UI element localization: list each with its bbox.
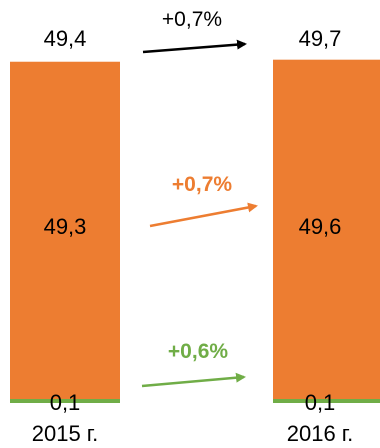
bar-2016-series-1 [273, 399, 380, 403]
change-label-series-2: +0,7% [172, 173, 232, 196]
bar-2015-series-1 [10, 399, 120, 403]
x-tick-label-2016: 2016 г. [287, 421, 354, 446]
segment-label-2016-series-1: 0,1 [305, 390, 336, 415]
change-arrow-series-1 [141, 372, 246, 388]
bar-2016-series-2 [273, 59, 380, 399]
total-label-2015: 49,4 [44, 26, 87, 51]
change-arrow-series-2 [149, 202, 258, 228]
change-label-series-1: +0,6% [168, 340, 228, 363]
total-label-2016: 49,7 [299, 26, 342, 51]
segment-label-2015-series-1: 0,1 [50, 390, 81, 415]
bar-2015-series-2 [10, 61, 120, 399]
segment-label-2016-series-2: 49,6 [299, 214, 342, 239]
change-arrow-total [142, 39, 247, 54]
x-tick-label-2015: 2015 г. [32, 421, 99, 446]
segment-label-2015-series-2: 49,3 [44, 214, 87, 239]
change-label-total: +0,7% [162, 8, 222, 31]
